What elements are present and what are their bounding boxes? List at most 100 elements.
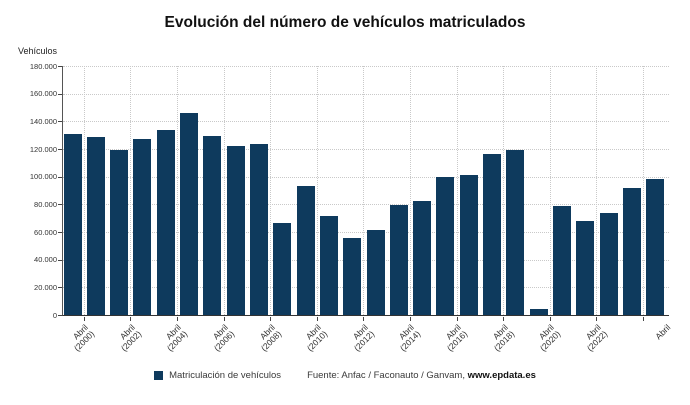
x-tick-label: Abril (2000) (70, 322, 97, 353)
x-tick-label: Abril (2006) (210, 322, 236, 353)
x-axis-tick (456, 317, 458, 321)
y-axis-tick (58, 232, 62, 233)
y-axis-unit-label: Vehículos (18, 46, 58, 56)
x-tick-label: Abril (2016) (443, 322, 469, 353)
y-tick-label: 180.000 (29, 61, 57, 71)
bar (63, 134, 82, 315)
y-axis-tick (58, 93, 62, 95)
gridline-horizontal (63, 66, 669, 67)
gridline-horizontal (63, 121, 669, 123)
x-tick-label: Abril (2022) (583, 322, 609, 353)
gridline-vertical (176, 66, 178, 315)
gridline-vertical (503, 66, 505, 315)
x-tick-label: Abril (2008) (257, 322, 283, 353)
y-tick-label: 0 (52, 310, 57, 320)
bar (389, 204, 408, 315)
x-axis-tick (176, 317, 178, 321)
source-text: Fuente: Anfac / Faconauto / Ganvam, (307, 370, 468, 381)
plot-area: 180.000 160.000 140.000 120.000 100.000 80.00… (30, 62, 672, 353)
source-site: www.epdata.es (467, 370, 536, 381)
x-tick-label: Abril (2018) (490, 322, 516, 353)
x-axis-tick (643, 317, 645, 321)
bar (343, 237, 362, 315)
gridline-vertical (223, 66, 225, 315)
x-axis-tick (549, 317, 551, 321)
x-axis-tick (270, 317, 272, 321)
bar (296, 186, 315, 315)
gridline-vertical (456, 66, 458, 315)
bar (249, 143, 268, 315)
bar (436, 176, 455, 315)
x-tick-label: Abril (2004) (164, 322, 190, 353)
x-axis-tick (316, 317, 318, 321)
gridline-horizontal (63, 176, 669, 178)
bar (156, 130, 175, 315)
gridline-horizontal (63, 287, 669, 289)
bar (529, 309, 548, 315)
bar (622, 188, 641, 315)
gridline-vertical (363, 66, 365, 315)
gridline-vertical (643, 66, 645, 315)
x-tick-label: Abril (2002) (117, 322, 143, 353)
y-tick-label: 100.000 (29, 172, 57, 182)
bar (226, 146, 245, 315)
bar (483, 154, 502, 315)
bar (319, 215, 338, 315)
gridline-horizontal (63, 232, 669, 233)
y-axis-tick (58, 66, 62, 67)
bar (133, 139, 152, 315)
gridline-horizontal (63, 204, 669, 206)
y-axis-tick (58, 149, 62, 150)
bar (180, 113, 199, 315)
x-tick-label: Abril (2012) (350, 322, 376, 353)
legend-swatch-icon (154, 371, 164, 380)
x-tick-label: Abril (2010) (303, 322, 330, 353)
legend-label: Matriculación de vehículos (169, 370, 282, 381)
bar (413, 200, 432, 315)
y-axis-tick (58, 204, 62, 206)
gridline-vertical (549, 66, 551, 315)
bar (203, 135, 222, 315)
gridline-vertical (270, 66, 272, 315)
bar (506, 149, 525, 315)
gridline-horizontal (63, 259, 669, 261)
x-axis-tick (503, 317, 505, 321)
y-axis-tick (58, 315, 62, 316)
bar (646, 178, 665, 315)
gridline-vertical (596, 66, 598, 315)
x-axis-tick (83, 317, 85, 321)
y-tick-label: 40.000 (34, 255, 57, 265)
y-tick-label: 60.000 (34, 227, 57, 237)
chart-footer: Matriculación de vehículos Fuente: Anfac… (0, 370, 690, 381)
y-tick-label: 140.000 (29, 116, 57, 126)
gridline-horizontal (63, 149, 669, 150)
y-axis-tick (58, 176, 62, 178)
y-tick-label: 20.000 (34, 282, 57, 292)
y-tick-label: 80.000 (34, 199, 57, 209)
chart-title: Evolución del número de vehículos matric… (164, 14, 526, 31)
x-axis-tick (363, 317, 365, 321)
gridline-vertical (316, 66, 318, 315)
x-tick-label: Abril (653, 322, 673, 342)
bar (459, 175, 478, 315)
x-axis-tick (409, 317, 411, 321)
x-tick-label: Abril (2020) (537, 322, 563, 353)
gridline-vertical (409, 66, 411, 315)
x-axis-tick (596, 317, 598, 321)
y-tick-label: 120.000 (29, 144, 57, 154)
y-axis-tick (58, 259, 62, 261)
bar (552, 206, 571, 315)
gridline-vertical (130, 66, 132, 315)
bar (110, 149, 129, 315)
gridline-horizontal (63, 93, 669, 95)
bar (599, 212, 618, 315)
source-line: Fuente: Anfac / Faconauto / Ganvam, www.… (307, 370, 536, 381)
bar (366, 230, 385, 315)
bar (86, 137, 105, 315)
x-axis-tick (223, 317, 225, 321)
bar (273, 223, 292, 315)
y-axis-tick (58, 121, 62, 123)
x-tick-label: Abril (2014) (397, 322, 423, 353)
y-tick-label: 160.000 (29, 89, 57, 99)
